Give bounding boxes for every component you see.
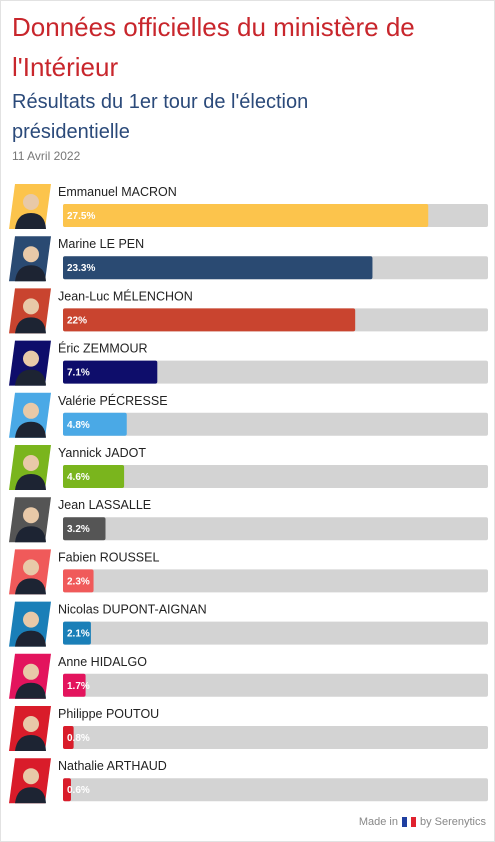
portrait-head	[23, 507, 39, 524]
bar	[63, 412, 127, 436]
bar	[63, 517, 106, 541]
portrait	[9, 706, 51, 751]
category-label: Valérie PÉCRESSE	[58, 393, 168, 408]
bar	[63, 308, 356, 332]
bar-track	[63, 465, 488, 488]
bar-track	[63, 517, 488, 541]
bar-track	[63, 673, 488, 697]
portrait-body	[15, 526, 46, 543]
bar-track	[63, 569, 488, 593]
value-label: 1.7%	[67, 681, 90, 692]
category-label: Marine LE PEN	[58, 237, 144, 251]
flag-icon	[401, 817, 416, 827]
bar	[63, 465, 125, 488]
portrait-head	[23, 455, 39, 471]
value-label: 0.8%	[67, 733, 90, 744]
portrait	[9, 445, 51, 490]
portrait-head	[23, 194, 39, 210]
portrait-body	[15, 317, 46, 334]
category-label: Nathalie ARTHAUD	[58, 759, 167, 773]
portrait-body	[15, 682, 46, 699]
category-label: Philippe POUTOU	[58, 707, 159, 721]
category-label: Éric ZEMMOUR	[58, 341, 148, 356]
portrait-body	[15, 421, 46, 438]
bar-track	[63, 778, 488, 802]
value-label: 23.3%	[67, 263, 95, 274]
category-label: Emmanuel MACRON	[58, 185, 177, 199]
portrait-head	[23, 559, 39, 576]
category-label: Nicolas DUPONT-AIGNAN	[58, 603, 207, 617]
portrait-body	[15, 369, 46, 386]
portrait-head	[23, 611, 39, 628]
portrait	[9, 601, 51, 647]
portrait-head	[23, 246, 39, 263]
bar-track	[63, 412, 488, 436]
portrait	[9, 392, 51, 438]
value-label: 3.2%	[67, 524, 90, 535]
portrait	[9, 758, 51, 804]
portrait-head	[23, 768, 39, 785]
bar	[63, 673, 86, 697]
made-by: by Serenytics	[419, 816, 486, 828]
category-label: Yannick JADOT	[58, 446, 146, 460]
value-label: 2.3%	[67, 576, 90, 587]
bar-track	[63, 726, 488, 749]
portrait	[9, 549, 51, 595]
chart-subtitle: Résultats du 1er tour de l'élection prés…	[12, 91, 309, 143]
bar	[63, 726, 74, 749]
portrait-head	[23, 350, 39, 367]
bar-track	[63, 621, 488, 645]
portrait-body	[15, 787, 46, 804]
category-label: Anne HIDALGO	[58, 655, 147, 669]
portrait	[9, 340, 51, 386]
value-label: 22%	[67, 315, 87, 326]
footer: Made in by Serenytics	[359, 816, 486, 828]
bar	[63, 360, 158, 384]
category-label: Fabien ROUSSEL	[58, 550, 159, 564]
chart-date: 11 Avril 2022	[12, 149, 81, 163]
bar	[63, 256, 373, 280]
portrait-head	[23, 663, 39, 680]
bar	[63, 569, 94, 593]
bar	[63, 778, 71, 802]
portrait-body	[15, 735, 46, 751]
value-label: 0.6%	[67, 785, 90, 796]
value-label: 4.6%	[67, 472, 90, 483]
value-label: 7.1%	[67, 368, 90, 379]
made-in: Made in	[358, 816, 398, 828]
portrait-head	[23, 402, 39, 419]
value-label: 2.1%	[67, 629, 90, 640]
category-label: Jean LASSALLE	[58, 498, 151, 512]
portrait-head	[23, 298, 39, 315]
portrait	[9, 184, 51, 229]
value-label: 4.8%	[67, 420, 90, 431]
portrait-body	[15, 474, 46, 490]
portrait-body	[15, 578, 46, 595]
portrait-head	[23, 716, 39, 732]
bar	[63, 621, 91, 645]
chart-title: Données officielles du ministère de l'In…	[12, 12, 415, 82]
portrait	[9, 288, 51, 334]
portrait-body	[15, 213, 46, 229]
bar-track	[63, 360, 488, 384]
category-label: Jean-Luc MÉLENCHON	[58, 288, 193, 303]
portrait-body	[15, 630, 46, 647]
portrait	[9, 236, 51, 282]
portrait-body	[15, 265, 46, 282]
portrait	[9, 653, 51, 699]
bar	[63, 204, 429, 227]
portrait	[9, 497, 51, 543]
value-label: 27.5%	[67, 211, 95, 222]
